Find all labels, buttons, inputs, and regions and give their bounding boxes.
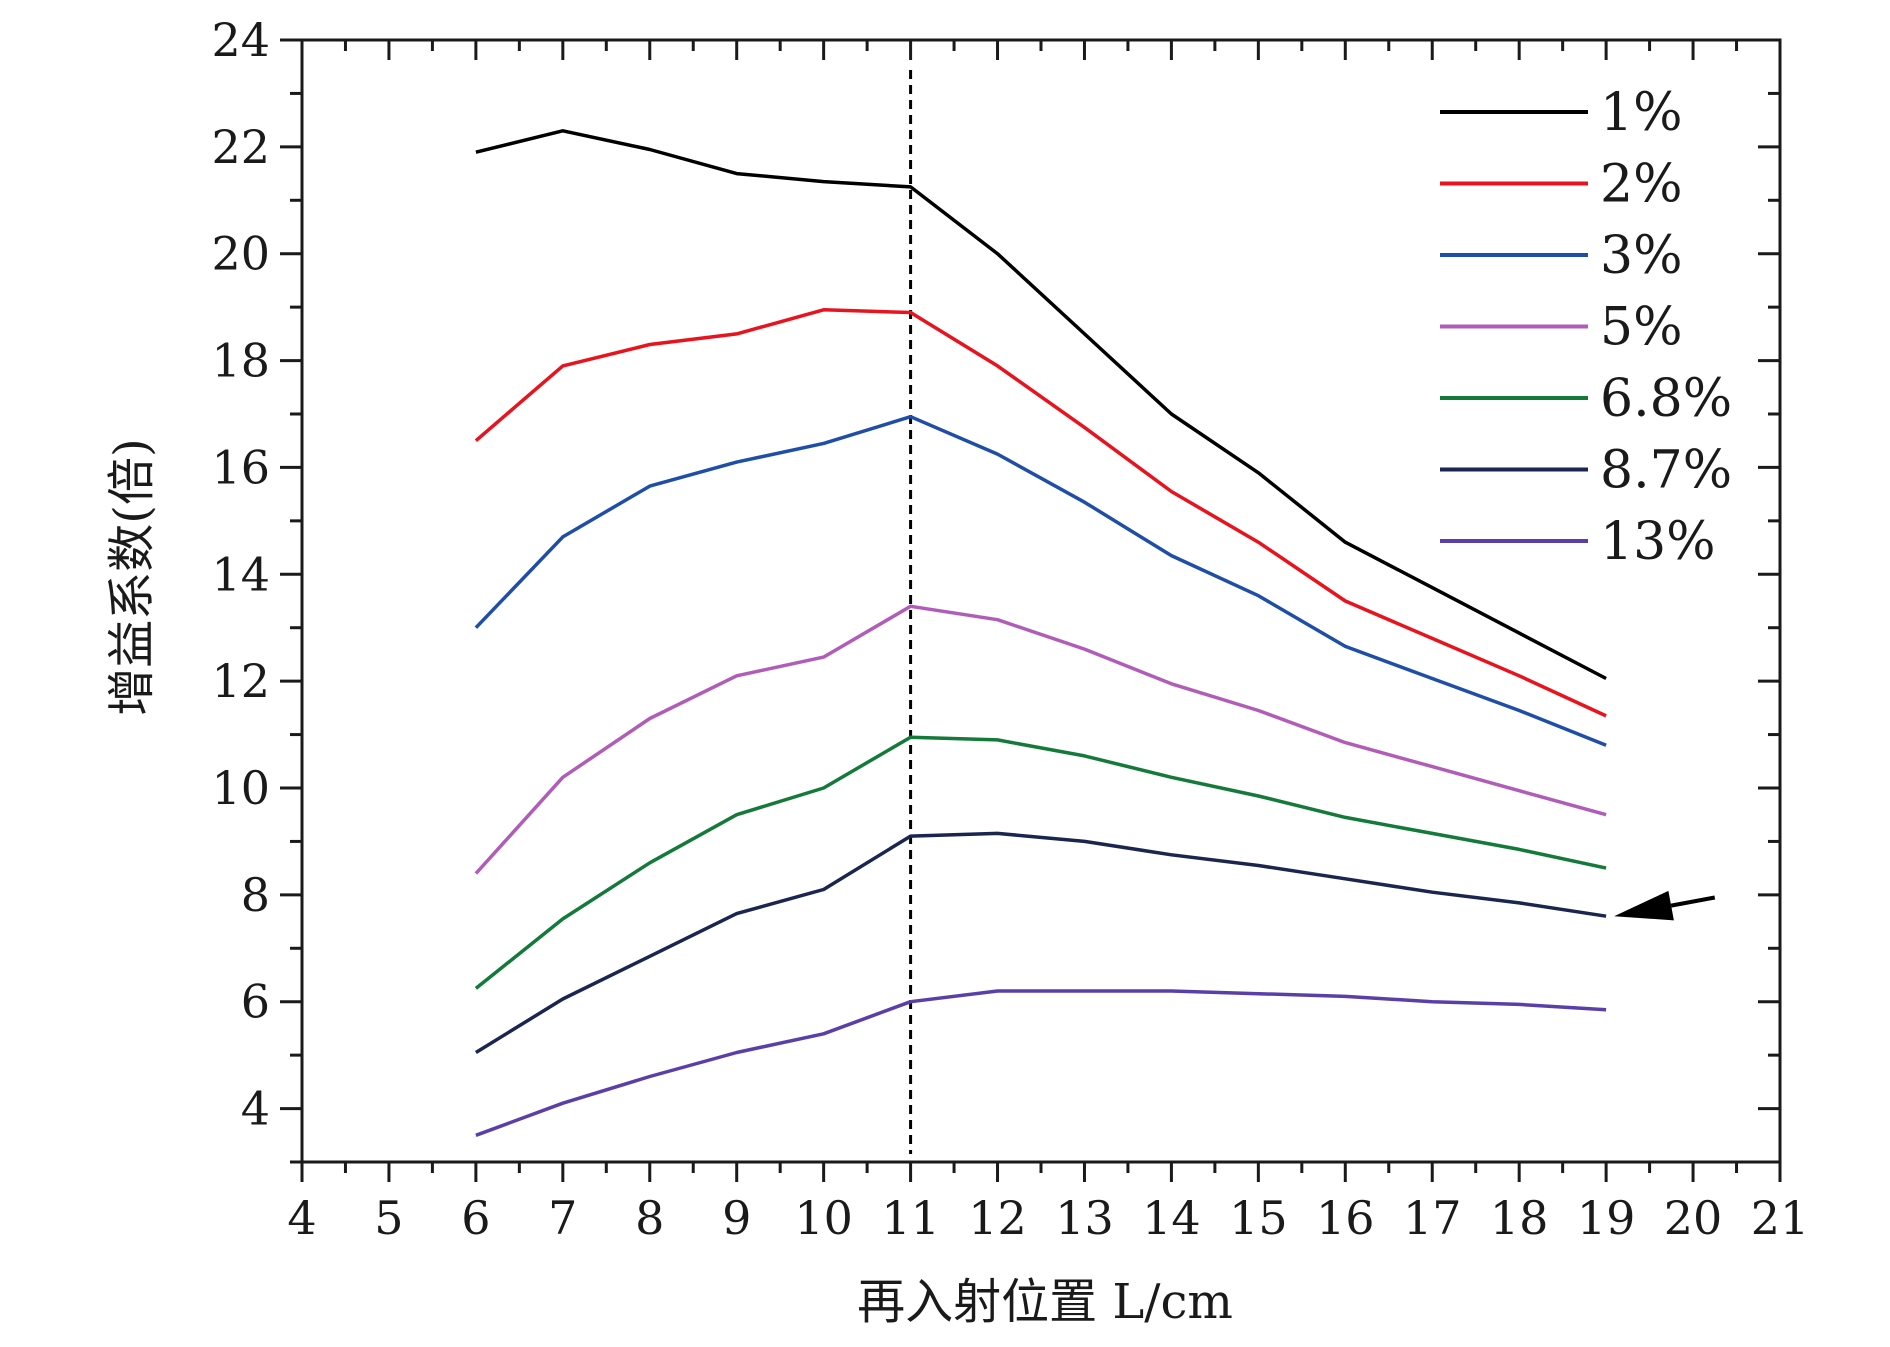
x-tick-label: 8 <box>635 1191 664 1245</box>
legend-label-3: 3% <box>1600 226 1683 286</box>
x-tick-label: 12 <box>968 1191 1027 1245</box>
y-tick-label: 22 <box>211 120 270 174</box>
x-tick-label: 5 <box>374 1191 403 1245</box>
y-tick-label: 6 <box>241 975 270 1029</box>
x-tick-label: 6 <box>461 1191 490 1245</box>
x-tick-label: 14 <box>1142 1191 1201 1245</box>
annotation-layer <box>1614 890 1716 921</box>
x-tick-label: 20 <box>1664 1191 1723 1245</box>
arrow-head <box>1614 890 1674 921</box>
plot-frame <box>300 38 1782 1164</box>
x-tick-label: 15 <box>1229 1191 1288 1245</box>
y-tick-label: 14 <box>211 547 270 601</box>
series-line-6 <box>474 831 1607 1054</box>
x-tick-label: 11 <box>881 1191 940 1245</box>
x-tick-label: 4 <box>287 1191 316 1245</box>
x-axis: 4 5 6 7 8 9 10 11 12 13 14 15 16 17 18 19 20 21 <box>287 40 1809 1245</box>
plot-border <box>300 38 1782 1164</box>
series-layer <box>474 129 1607 1137</box>
series-line-3 <box>474 414 1607 747</box>
series-line-1 <box>475 129 1607 681</box>
legend-label-4: 5% <box>1600 298 1683 358</box>
x-tick-label: 13 <box>1055 1191 1114 1245</box>
x-tick-label: 19 <box>1577 1191 1636 1245</box>
y-axis-title: 增益系数(倍) <box>104 438 160 715</box>
y-tick-label: 18 <box>211 334 270 388</box>
x-tick-label: 7 <box>548 1191 577 1245</box>
y-tick-label: 16 <box>211 440 270 494</box>
x-tick-label: 18 <box>1490 1191 1549 1245</box>
x-tick-label: 9 <box>722 1191 751 1245</box>
x-tick-label: 17 <box>1403 1191 1462 1245</box>
y-tick-label: 20 <box>211 227 270 281</box>
legend: 1% 2% 3% 5% 6.8% 8.7% 13% <box>1440 83 1732 572</box>
arrow-shaft <box>1670 895 1716 908</box>
legend-label-2: 2% <box>1600 155 1683 215</box>
y-tick-label: 4 <box>241 1082 270 1136</box>
legend-label-1: 1% <box>1600 83 1683 143</box>
y-tick-label: 24 <box>211 13 270 67</box>
series-line-5 <box>474 735 1607 990</box>
legend-label-5: 6.8% <box>1600 369 1732 429</box>
x-tick-label: 21 <box>1751 1191 1810 1245</box>
y-tick-label: 8 <box>241 868 270 922</box>
series-line-4 <box>474 604 1607 875</box>
series-line-7 <box>475 989 1607 1137</box>
x-axis-title: 再入射位置 L/cm <box>857 1274 1233 1330</box>
y-axis: 4 6 8 10 12 14 16 18 20 22 24 <box>211 13 1780 1164</box>
series-line-2 <box>474 308 1607 718</box>
x-tick-label: 16 <box>1316 1191 1375 1245</box>
x-tick-label: 10 <box>794 1191 853 1245</box>
legend-label-6: 8.7% <box>1600 441 1732 501</box>
y-tick-label: 10 <box>211 761 270 815</box>
legend-label-7: 13% <box>1600 512 1716 572</box>
y-tick-label: 12 <box>211 654 270 708</box>
